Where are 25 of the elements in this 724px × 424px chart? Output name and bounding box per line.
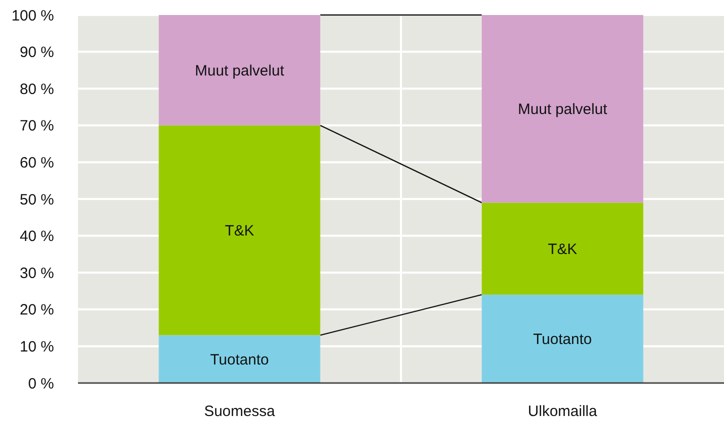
text: Tuotanto <box>533 331 592 348</box>
y-tick-label: 10 % <box>20 338 54 356</box>
bar <box>158 15 320 126</box>
bar <box>158 125 320 336</box>
y-tick-label: 0 % <box>28 375 54 392</box>
bar <box>482 202 644 295</box>
y-tick-label: 50 % <box>20 191 54 208</box>
y-tick-label: 70 % <box>20 118 54 135</box>
series-label: Muut palvelut <box>194 62 285 80</box>
y-tick-label: 30 % <box>20 264 54 282</box>
bar <box>482 294 644 383</box>
y-tick-label: 60 % <box>20 154 54 172</box>
bar <box>158 335 320 383</box>
bar <box>482 15 644 203</box>
text: Muut palvelut <box>518 101 608 118</box>
x-tick-label: Suomessa <box>204 403 276 420</box>
y-tick-label: 80 % <box>20 80 54 98</box>
series-label: Tuotanto <box>210 351 269 368</box>
y-tick-label: 100 % <box>11 7 54 24</box>
text: T&K <box>224 222 254 240</box>
y-tick-label: 40 % <box>20 228 54 246</box>
y-tick-label: 20 % <box>20 302 54 319</box>
x-tick-label: Ulkomailla <box>528 403 598 420</box>
y-tick-label: 90 % <box>20 44 54 62</box>
series-label: T&K <box>548 240 578 258</box>
